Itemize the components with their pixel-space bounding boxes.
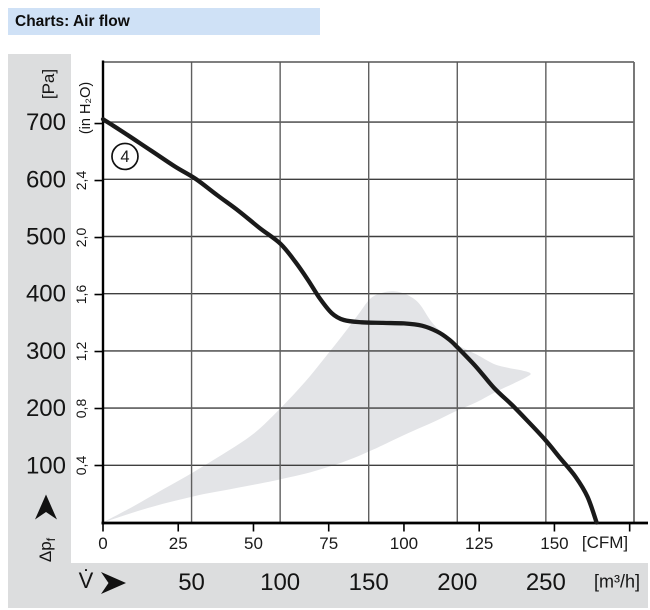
- right-arrow-icon: [99, 571, 127, 595]
- cfm-tick-label: 100: [390, 534, 418, 553]
- pa-unit-label: [Pa]: [39, 68, 58, 100]
- operating-region: [103, 291, 531, 523]
- pressure-symbol-label: Δpf: [35, 537, 59, 563]
- section-title: Charts: Air flow: [15, 12, 130, 30]
- fan-curve-4: [100, 117, 599, 525]
- flow-symbol-label: V̇: [78, 568, 94, 593]
- inh2o-tick-label: 0,4: [73, 456, 89, 476]
- pa-tick-label: 100: [26, 452, 66, 479]
- m3h-tick-label: 50: [178, 569, 205, 596]
- cfm-tick-label: 125: [465, 534, 493, 553]
- section-title-bar: Charts: Air flow: [8, 8, 320, 35]
- m3h-tick-label: 150: [349, 569, 389, 596]
- up-arrow-icon: [33, 494, 59, 521]
- m3h-tick-label: 250: [526, 569, 566, 596]
- cfm-tick-label: 50: [244, 534, 263, 553]
- curve-marker-label: 4: [120, 148, 129, 166]
- inh2o-tick-label: 1,2: [73, 342, 89, 362]
- m3h-unit-label: [m³/h]: [593, 571, 641, 592]
- pa-tick-label: 400: [26, 281, 66, 308]
- inh2o-tick-label: 1,6: [73, 285, 89, 305]
- cfm-tick-label: 75: [319, 534, 338, 553]
- inh2o-tick-label: 2,0: [73, 228, 89, 248]
- pa-tick-label: 700: [26, 109, 66, 136]
- m3h-tick-label: 100: [260, 569, 300, 596]
- cfm-unit-label: [CFM]: [581, 533, 629, 552]
- cfm-tick-label: 150: [540, 534, 568, 553]
- pa-tick-label: 600: [26, 166, 66, 193]
- curve-marker-circle: [111, 142, 139, 171]
- cfm-tick-label: 0: [98, 534, 107, 553]
- pa-tick-label: 200: [26, 395, 66, 422]
- pa-tick-label: 500: [26, 224, 66, 251]
- inh2o-unit-label: (in H₂O): [78, 81, 94, 135]
- inh2o-tick-label: 0,8: [73, 399, 89, 419]
- cfm-tick-label: 25: [169, 534, 188, 553]
- pa-tick-label: 300: [26, 338, 66, 365]
- m3h-tick-label: 200: [437, 569, 477, 596]
- inh2o-tick-label: 2,4: [73, 171, 89, 191]
